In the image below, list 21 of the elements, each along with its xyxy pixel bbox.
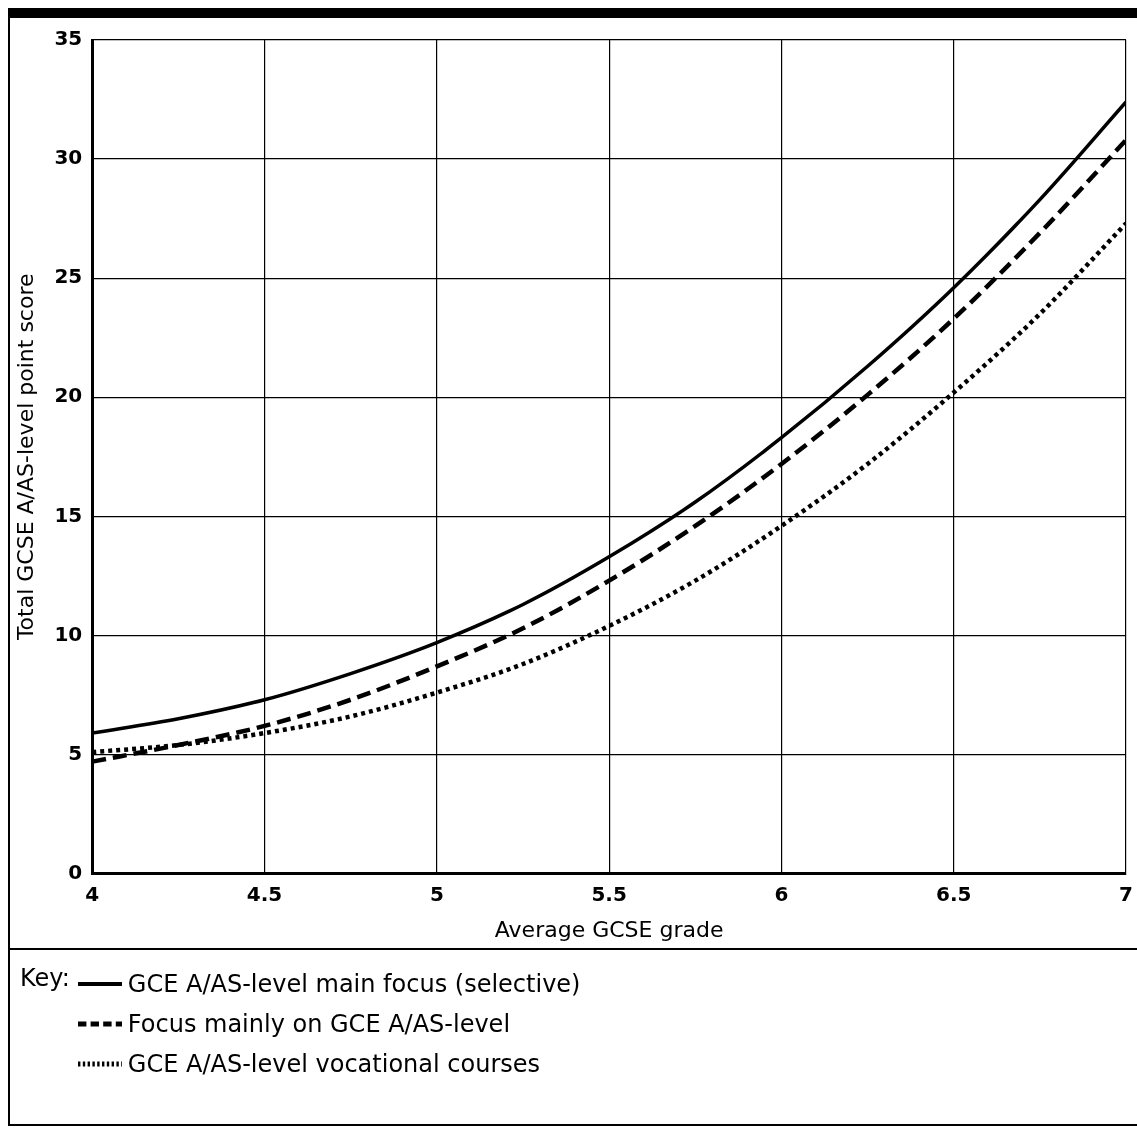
- x-tick-label: 4: [85, 881, 100, 906]
- y-tick-label: 30: [54, 145, 83, 170]
- x-tick-label: 7: [1119, 881, 1133, 906]
- y-tick-label: 15: [54, 502, 83, 527]
- legend-title: Key:: [20, 964, 70, 994]
- x-tick-label: 4.5: [246, 881, 283, 906]
- x-tick-label: 6: [774, 881, 789, 906]
- y-axis-title: Total GCSE A/AS-level point score: [12, 273, 38, 642]
- x-tick-label: 6.5: [936, 881, 972, 906]
- y-tick-label: 5: [68, 740, 83, 765]
- x-tick-label: 5.5: [591, 881, 627, 906]
- x-axis-title: Average GCSE grade: [494, 916, 724, 942]
- y-tick-label: 25: [54, 264, 83, 289]
- legend-label: GCE A/AS-level vocational courses: [127, 1050, 541, 1078]
- legend-label: GCE A/AS-level main focus (selective): [127, 970, 581, 998]
- y-tick-label: 35: [54, 26, 83, 51]
- legend-label: Focus mainly on GCE A/AS-level: [127, 1010, 511, 1038]
- y-tick-label: 20: [54, 383, 83, 408]
- y-tick-label: 10: [54, 621, 83, 646]
- x-tick-label: 5: [429, 881, 444, 906]
- y-tick-label: 0: [68, 859, 83, 884]
